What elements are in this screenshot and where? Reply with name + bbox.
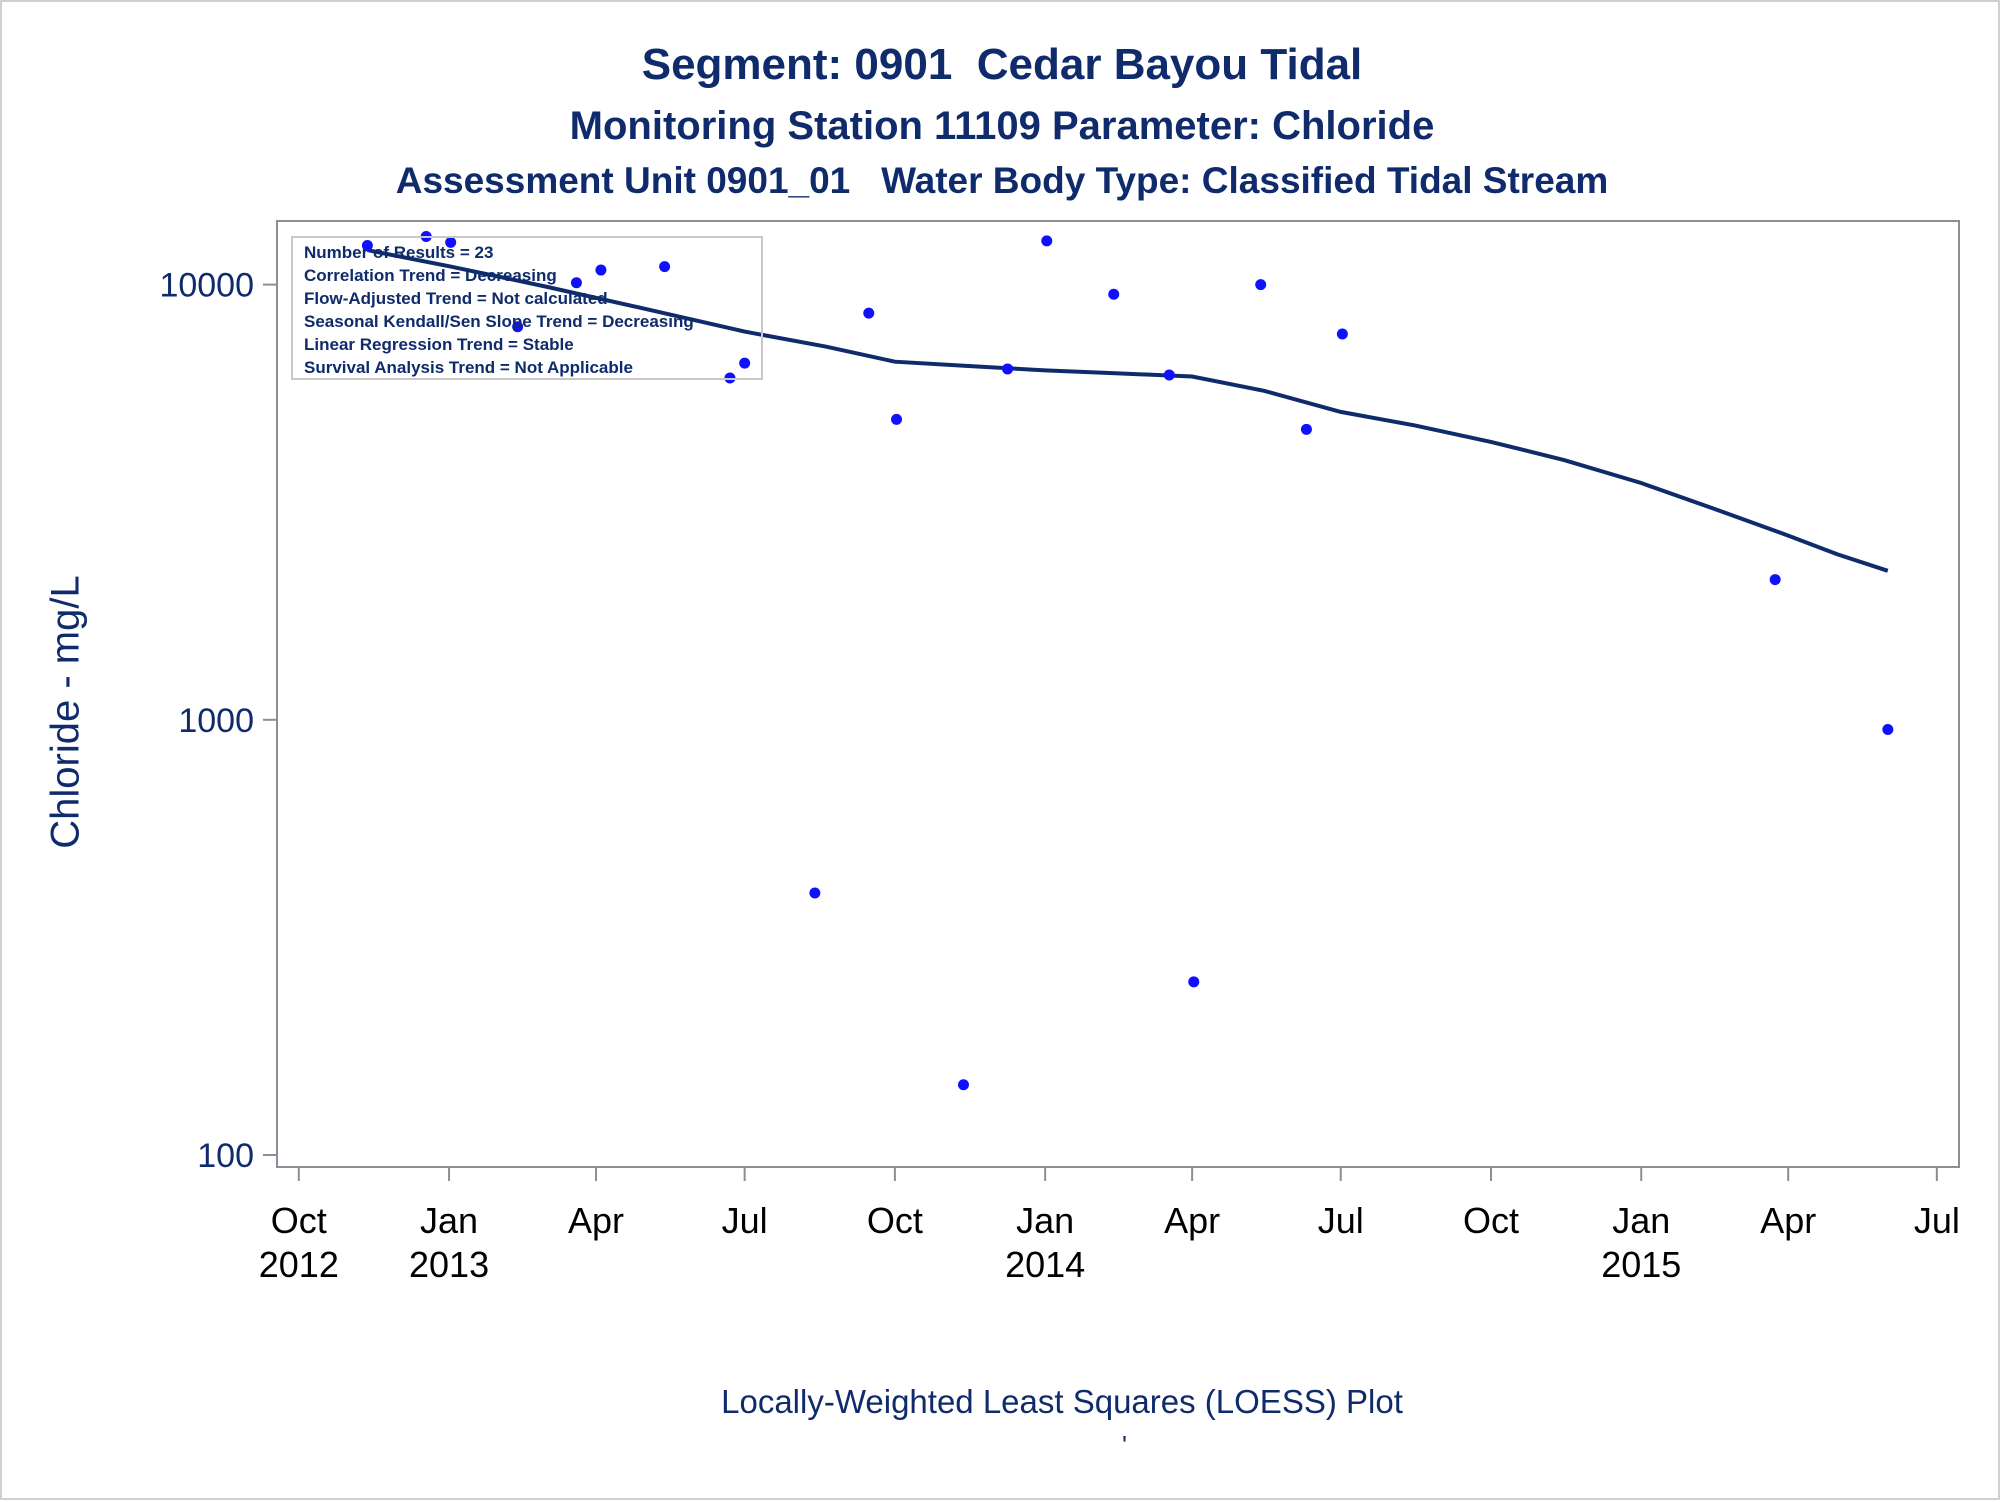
data-point	[809, 887, 821, 899]
footnote-mark: '	[1122, 1430, 1127, 1460]
x-tick-year-label: 2015	[1601, 1244, 1681, 1285]
x-tick-year-label: 2013	[409, 1244, 489, 1285]
x-tick-label: Jan	[420, 1200, 478, 1241]
data-point	[1041, 235, 1053, 247]
x-tick-label: Jul	[722, 1200, 768, 1241]
chart-title: Segment: 0901 Cedar Bayou Tidal	[641, 40, 1363, 89]
stats-box-border	[291, 236, 763, 380]
data-point	[1300, 423, 1312, 435]
x-tick-label: Apr	[1164, 1200, 1220, 1241]
x-tick-label: Jul	[1914, 1200, 1960, 1241]
x-tick-label: Jul	[1318, 1200, 1364, 1241]
plot-area	[276, 220, 1960, 1168]
data-point	[361, 239, 373, 251]
y-tick-label-10000: 10000	[159, 267, 254, 305]
chart-subtitle-assessment: Assessment Unit 0901_01 Water Body Type:…	[395, 160, 1609, 201]
stats-box: Number of Results = 23 Correlation Trend…	[291, 236, 763, 380]
x-tick-label: Oct	[1463, 1200, 1519, 1241]
x-tick-label: Jan	[1016, 1200, 1074, 1241]
data-point	[1882, 723, 1894, 735]
stat-line-linear-regression: Linear Regression Trend = Stable	[304, 335, 574, 354]
data-point	[1108, 288, 1120, 300]
loess-curve	[367, 248, 1889, 573]
data-point	[863, 307, 875, 319]
x-tick-year-label: 2014	[1005, 1244, 1085, 1285]
data-point	[445, 236, 457, 248]
x-tick-label: Apr	[568, 1200, 624, 1241]
data-points	[361, 230, 1894, 1091]
data-point	[570, 277, 582, 289]
data-point	[1336, 328, 1348, 340]
data-point	[1188, 976, 1200, 988]
data-point	[512, 321, 524, 333]
chart-subtitle-station: Monitoring Station 11109 Parameter: Chlo…	[569, 104, 1435, 148]
x-tick-year-label: 2012	[259, 1244, 339, 1285]
data-point	[595, 264, 607, 276]
data-point	[1163, 369, 1175, 381]
data-point	[1769, 574, 1781, 586]
data-point	[659, 261, 671, 273]
stat-line-results: Number of Results = 23	[304, 243, 493, 262]
y-tick-label-100: 100	[197, 1137, 254, 1175]
stat-line-survival: Survival Analysis Trend = Not Applicable	[304, 358, 633, 377]
stat-line-correlation: Correlation Trend = Decreasing	[304, 266, 557, 285]
data-point	[891, 413, 903, 425]
stat-line-seasonal-kendall: Seasonal Kendall/Sen Slope Trend = Decre…	[304, 312, 694, 331]
data-point	[1002, 363, 1014, 375]
x-tick-label: Apr	[1760, 1200, 1816, 1241]
y-axis: 100 1000 10000	[159, 267, 277, 1175]
stat-line-flow-adjusted: Flow-Adjusted Trend = Not calculated	[304, 289, 608, 308]
data-point	[739, 357, 751, 369]
x-tick-label: Oct	[867, 1200, 923, 1241]
data-point	[1255, 279, 1267, 291]
chart-footnote: Locally-Weighted Least Squares (LOESS) P…	[721, 1383, 1403, 1420]
y-tick-label-1000: 1000	[178, 702, 254, 740]
x-tick-label: Oct	[271, 1200, 327, 1241]
x-tick-label: Jan	[1612, 1200, 1670, 1241]
data-point	[957, 1079, 969, 1091]
